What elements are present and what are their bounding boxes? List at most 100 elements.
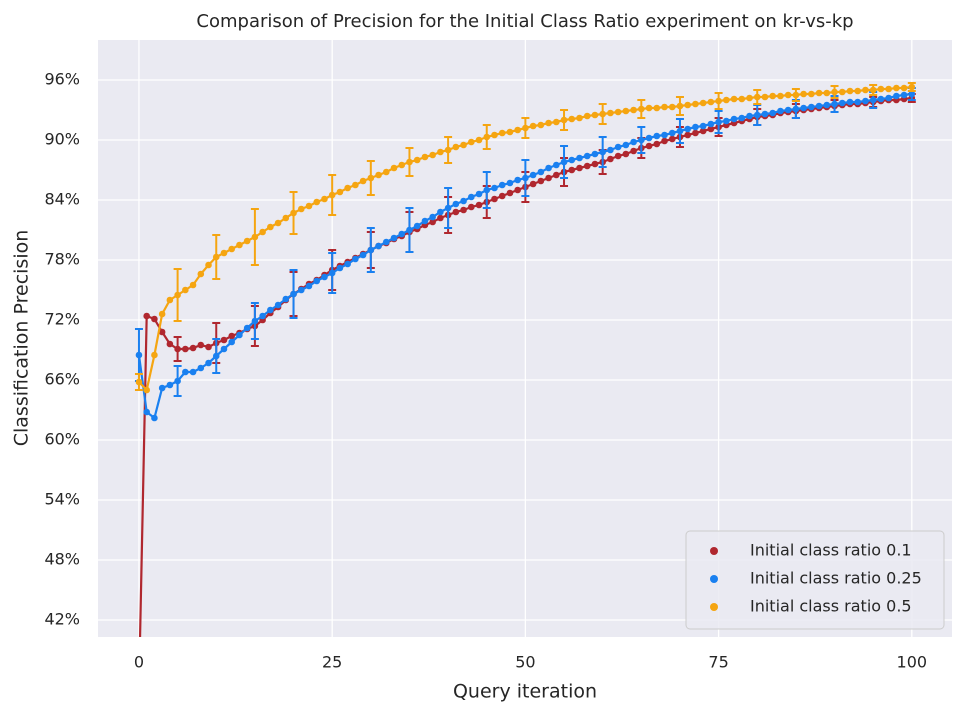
data-point [297, 286, 305, 294]
data-point [321, 273, 328, 281]
legend: Initial class ratio 0.1 Initial class rat… [685, 530, 945, 630]
data-point [684, 125, 691, 133]
data-point [862, 86, 869, 94]
error-bar [134, 373, 143, 391]
data-point [467, 193, 475, 201]
legend-label: Initial class ratio 0.5 [750, 597, 912, 616]
data-point [274, 301, 282, 309]
data-point [390, 234, 398, 242]
y-tick-label: 48% [44, 550, 80, 569]
data-point [228, 332, 236, 340]
data-point [460, 206, 467, 214]
data-point [808, 103, 815, 111]
data-point [746, 94, 753, 102]
data-point [838, 99, 846, 107]
data-point [576, 154, 583, 162]
data-point [838, 88, 846, 96]
x-tick-label: 75 [708, 653, 728, 672]
data-point [305, 202, 313, 210]
data-point [382, 168, 390, 176]
data-point [267, 306, 274, 314]
data-point [143, 312, 150, 320]
data-point [274, 219, 282, 227]
data-point [243, 324, 251, 332]
data-point [475, 136, 483, 144]
error-bar [328, 174, 337, 216]
error-bar [250, 302, 259, 340]
legend-marker [710, 547, 718, 555]
data-point [854, 98, 862, 106]
error-bar [173, 365, 182, 397]
data-point [583, 112, 591, 120]
error-bar [289, 191, 298, 235]
data-point [413, 156, 421, 164]
data-point [452, 143, 460, 151]
data-point [583, 152, 591, 160]
data-point [529, 180, 537, 188]
data-point [545, 174, 552, 182]
data-point [359, 251, 367, 259]
data-point [390, 164, 398, 172]
error-bar [598, 103, 607, 125]
data-point [475, 190, 483, 198]
legend-label: Initial class ratio 0.25 [750, 569, 922, 588]
y-tick-label: 90% [44, 130, 80, 149]
data-point [668, 103, 676, 111]
data-point [259, 312, 266, 320]
data-point [236, 331, 243, 339]
data-point [900, 84, 908, 92]
data-point [723, 96, 730, 104]
error-bar [482, 124, 491, 150]
data-point [777, 92, 784, 100]
data-point [784, 91, 792, 99]
data-point [707, 125, 715, 133]
error-bar [444, 136, 453, 164]
error-bar [521, 117, 530, 139]
y-tick-label: 84% [44, 190, 80, 209]
error-bar [598, 136, 607, 168]
data-point [498, 129, 506, 137]
data-point [699, 99, 707, 107]
y-tick-label: 78% [44, 250, 80, 269]
data-point [893, 84, 900, 92]
data-point [514, 186, 521, 194]
data-point [491, 131, 498, 139]
data-point [591, 150, 599, 158]
data-point [166, 381, 174, 389]
data-point [344, 184, 351, 192]
data-point [699, 122, 707, 130]
data-point [437, 214, 444, 222]
data-point [576, 114, 583, 122]
data-point [777, 107, 784, 115]
data-point [553, 171, 560, 179]
data-point [591, 160, 599, 168]
data-point [243, 237, 251, 245]
data-point [182, 345, 189, 353]
data-point [614, 108, 622, 116]
data-point [846, 87, 854, 95]
data-point [800, 104, 807, 112]
data-point [645, 134, 653, 142]
x-tick-label: 50 [515, 653, 535, 672]
data-point [151, 351, 158, 359]
data-point [545, 164, 552, 172]
error-bar [250, 208, 259, 266]
data-point [182, 286, 189, 294]
y-tick-label: 96% [44, 70, 80, 89]
error-bar [212, 234, 221, 280]
data-point [189, 344, 197, 352]
error-bar [560, 145, 569, 179]
data-point [614, 143, 622, 151]
error-bar [212, 338, 221, 374]
data-point [506, 189, 514, 197]
data-point [398, 230, 406, 238]
data-point [460, 141, 467, 149]
error-bar [173, 268, 182, 322]
data-point [382, 238, 390, 246]
data-point [136, 687, 143, 694]
data-point [151, 315, 158, 323]
data-point [668, 135, 676, 143]
error-bar [366, 227, 375, 273]
data-point [607, 109, 614, 117]
